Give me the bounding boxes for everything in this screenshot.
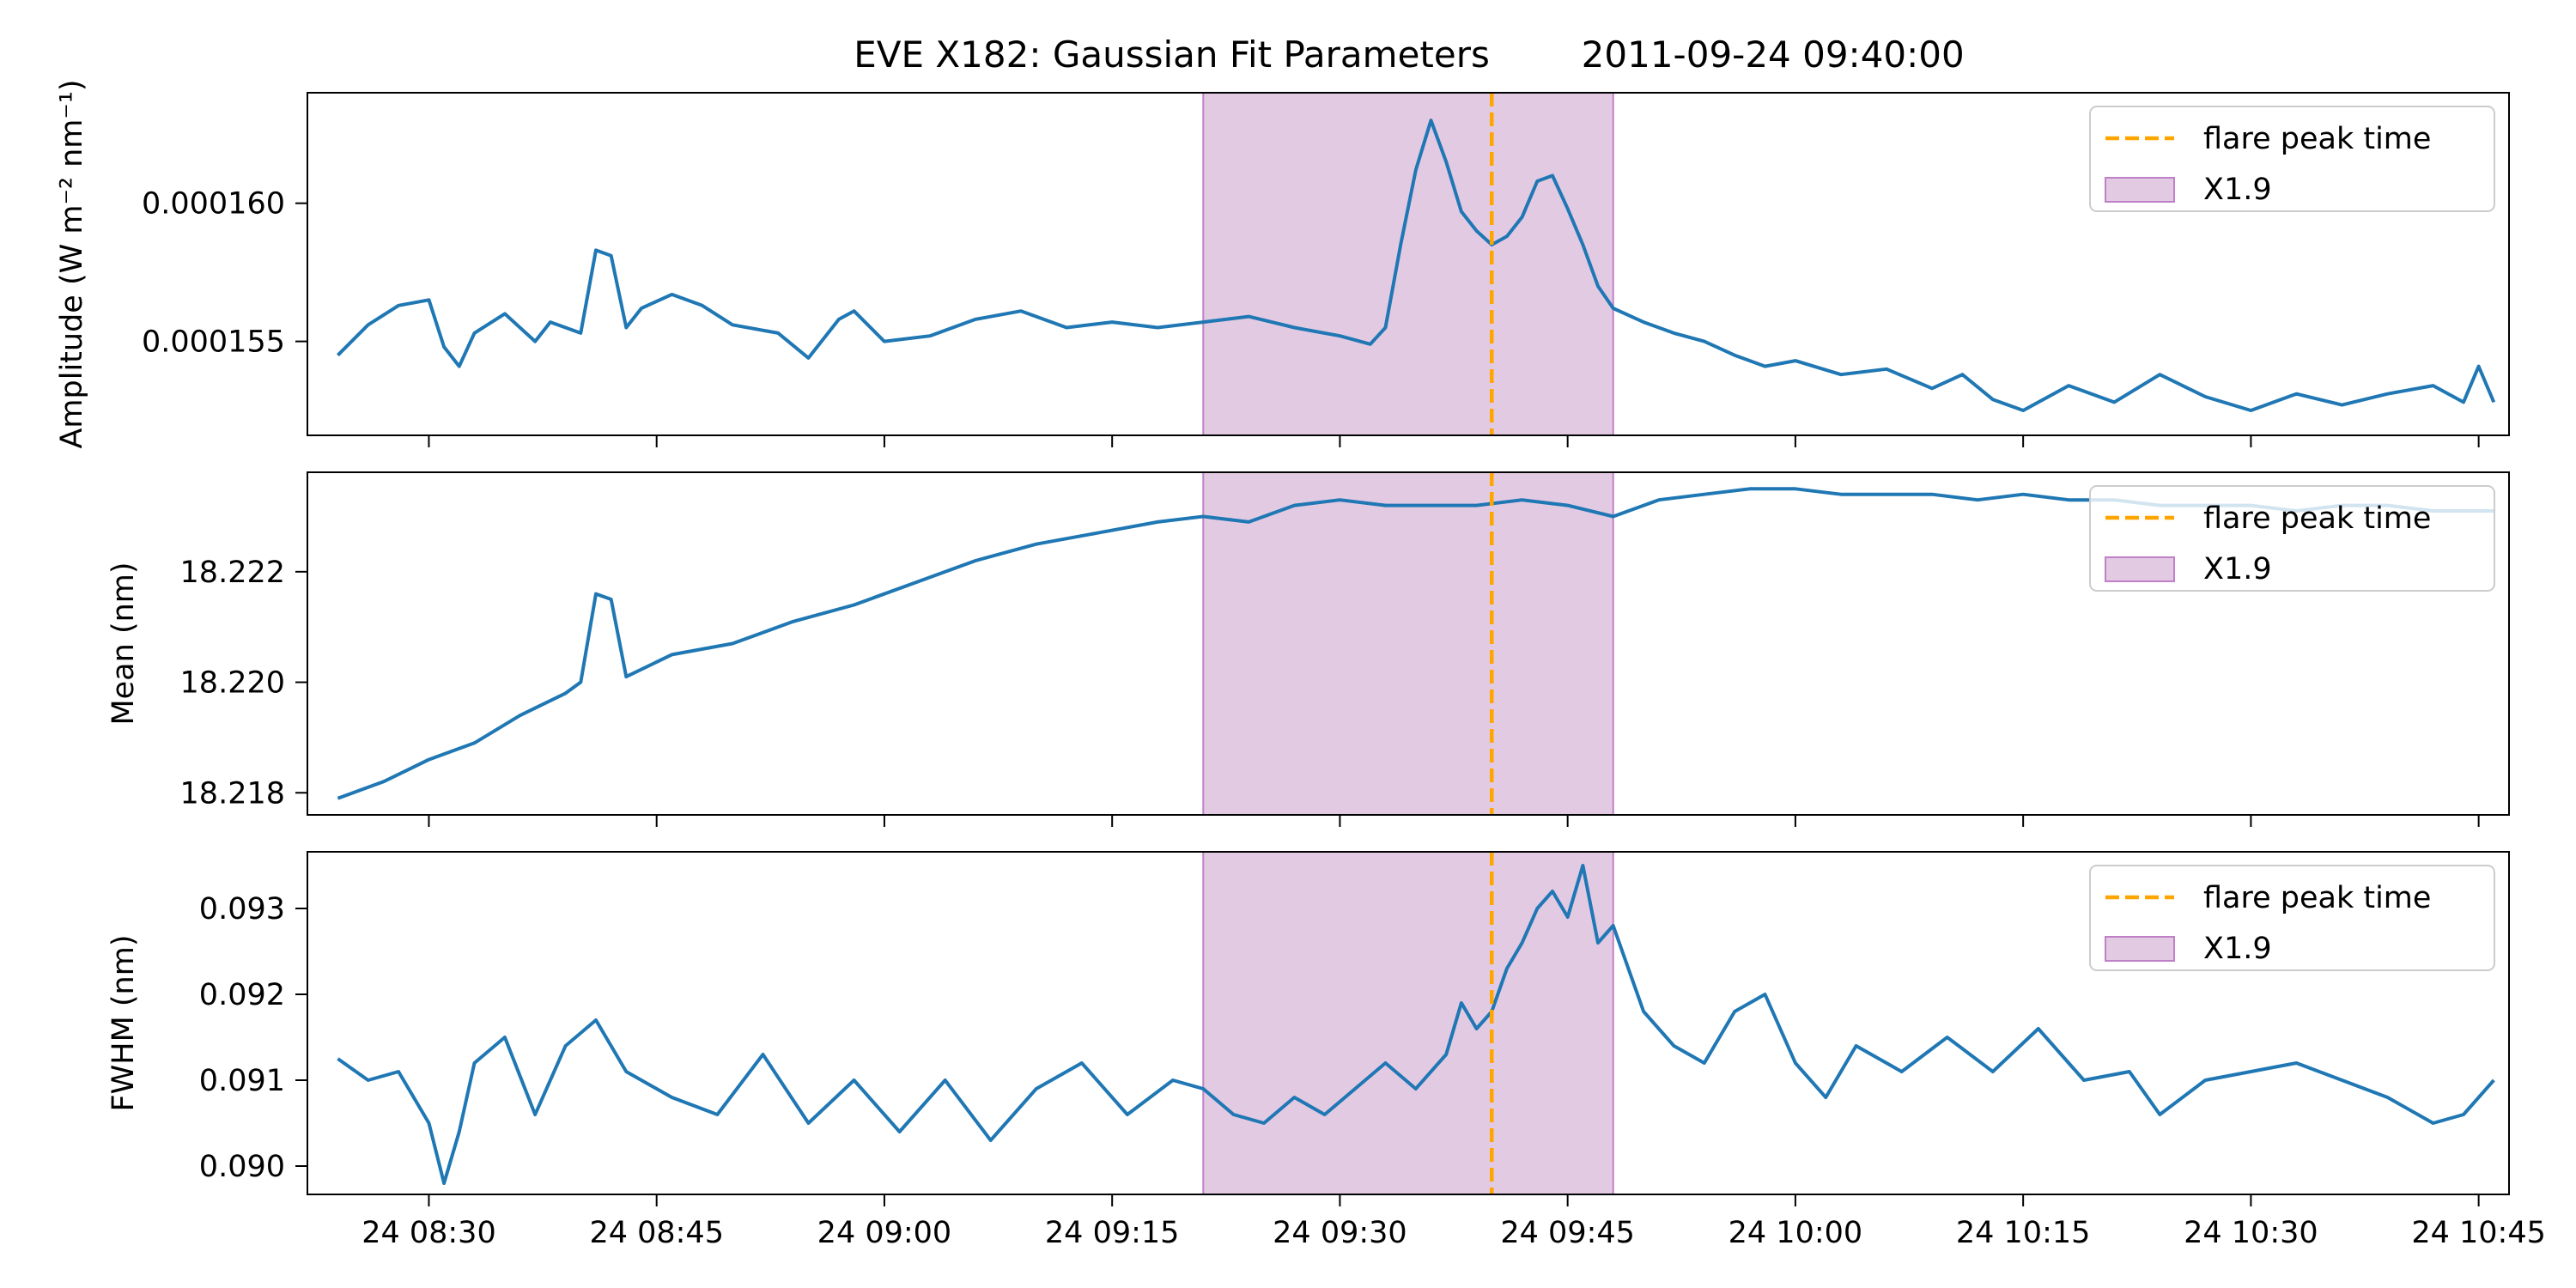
y-tick-label: 0.000160 (142, 187, 285, 222)
panels: 0.000155 0.000160 Amplitude (W m⁻² nm⁻¹) fl… (55, 79, 2546, 1250)
y-axis-label: Amplitude (W m⁻² nm⁻¹) (55, 79, 89, 448)
y-tick-label: 0.091 (199, 1064, 285, 1098)
legend-frame (2089, 485, 2495, 592)
y-tick-label: 0.090 (199, 1150, 285, 1184)
legend-frame (2089, 865, 2495, 971)
y-tick-label: 0.093 (199, 892, 285, 927)
x-tick-label: 24 09:45 (1500, 1216, 1635, 1250)
flare-interval-band (1202, 851, 1614, 1195)
axes-frame (307, 851, 2510, 1195)
x-tick-label: 24 10:00 (1728, 1216, 1863, 1250)
legend-flare-swatch (2105, 556, 2175, 582)
legend-peak-label: flare peak time (2203, 122, 2431, 156)
series-line-fwhm (337, 864, 2495, 1185)
y-tick-label: 0.092 (199, 978, 285, 1012)
axes-frame (307, 471, 2510, 816)
x-tick-label: 24 09:00 (817, 1216, 952, 1250)
panel-amplitude: 0.000155 0.000160 Amplitude (W m⁻² nm⁻¹) fl… (55, 79, 2510, 449)
series-line-amplitude (336, 118, 2496, 412)
figure-title: EVE X182: Gaussian Fit Parameters 2011-0… (854, 33, 1965, 76)
legend-flare-label: X1.9 (2203, 932, 2272, 966)
panel-mean: 18.218 18.220 18.222 Mean (nm) flare peak ti… (106, 471, 2510, 827)
y-tick-label: 18.222 (180, 556, 285, 590)
y-tick-label: 18.220 (180, 666, 285, 701)
y-axis-label: FWHM (nm) (106, 935, 141, 1112)
legend-peak-label: flare peak time (2203, 881, 2431, 915)
flare-interval-band (1202, 471, 1614, 816)
y-tick-label: 18.218 (180, 776, 285, 811)
axes-frame (307, 92, 2510, 436)
x-tick-label: 24 10:45 (2411, 1216, 2546, 1250)
x-tick-label: 24 08:30 (361, 1216, 496, 1250)
x-tick-label: 24 08:45 (589, 1216, 724, 1250)
panel-fwhm: 24 08:30 24 08:45 24 09:00 24 09:15 24 09:30… (106, 851, 2546, 1250)
legend-flare-swatch (2105, 936, 2175, 962)
flare-interval-band (1202, 92, 1614, 436)
legend: flare peak time X1.9 (2089, 865, 2495, 971)
legend-flare-label: X1.9 (2203, 552, 2272, 586)
legend-frame (2089, 106, 2495, 212)
x-tick-label: 24 10:15 (1956, 1216, 2091, 1250)
x-tick-label: 24 10:30 (2184, 1216, 2318, 1250)
legend: flare peak time X1.9 (2089, 485, 2495, 592)
legend-flare-swatch (2105, 177, 2175, 203)
y-tick-label: 0.000155 (142, 325, 285, 360)
y-axis-label: Mean (nm) (106, 562, 141, 725)
legend-peak-label: flare peak time (2203, 501, 2431, 536)
legend-flare-label: X1.9 (2203, 173, 2272, 207)
x-tick-label: 24 09:15 (1045, 1216, 1180, 1250)
legend: flare peak time X1.9 (2089, 106, 2495, 212)
x-tick-label: 24 09:30 (1273, 1216, 1407, 1250)
